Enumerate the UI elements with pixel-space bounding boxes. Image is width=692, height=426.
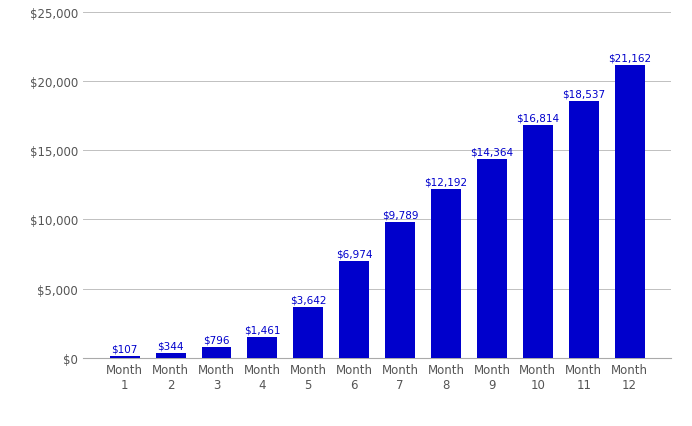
- Text: $107: $107: [111, 344, 138, 354]
- Bar: [431, 190, 461, 358]
- Text: $344: $344: [157, 341, 184, 351]
- Text: $6,974: $6,974: [336, 249, 372, 259]
- Text: $9,789: $9,789: [382, 210, 419, 220]
- Text: $3,642: $3,642: [290, 295, 327, 305]
- Bar: [201, 347, 231, 358]
- Text: $16,814: $16,814: [516, 113, 559, 123]
- Text: $18,537: $18,537: [562, 89, 606, 100]
- Bar: [614, 66, 644, 358]
- Bar: [293, 308, 323, 358]
- Bar: [110, 357, 140, 358]
- Text: $796: $796: [203, 334, 230, 344]
- Text: $14,364: $14,364: [471, 147, 513, 157]
- Text: $12,192: $12,192: [424, 177, 468, 187]
- Text: $21,162: $21,162: [608, 53, 651, 63]
- Bar: [569, 102, 599, 358]
- Bar: [156, 353, 185, 358]
- Bar: [477, 160, 507, 358]
- Bar: [523, 126, 553, 358]
- Text: $1,461: $1,461: [244, 325, 281, 335]
- Bar: [248, 338, 277, 358]
- Bar: [385, 223, 415, 358]
- Bar: [339, 262, 369, 358]
